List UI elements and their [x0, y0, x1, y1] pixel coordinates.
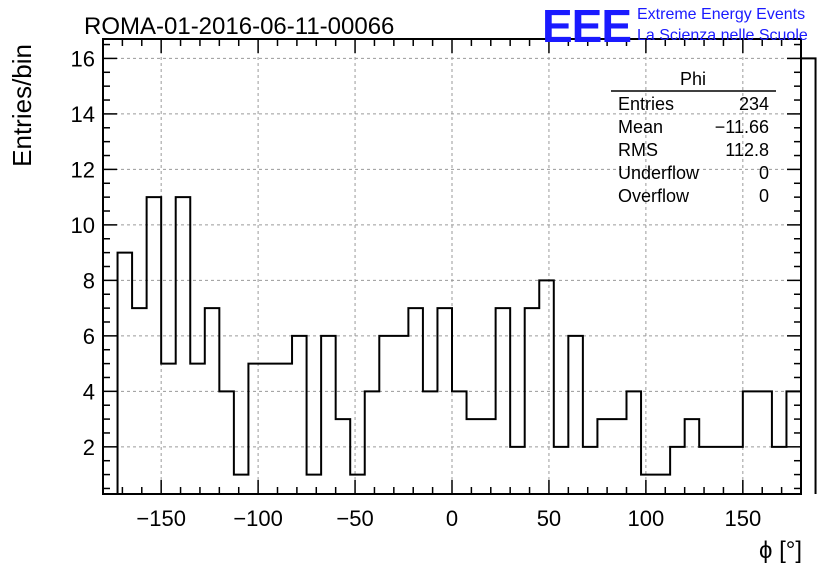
histogram-bin: [307, 475, 322, 494]
chart-title: ROMA-01-2016-06-11-00066: [84, 13, 394, 40]
histogram-bin: [190, 364, 205, 494]
histogram-bin: [757, 391, 772, 494]
eee-logo-mark: EEE: [542, 0, 631, 52]
histogram-bin: [496, 308, 511, 494]
stats-box: Phi Entries 234 Mean −11.66 RMS 112.8 Un…: [611, 69, 776, 206]
x-tick-label: −100: [233, 506, 283, 531]
histogram-bin: [627, 391, 642, 494]
histogram-bin: [699, 447, 714, 494]
histogram-bin: [583, 447, 598, 494]
stats-title: Phi: [680, 69, 706, 89]
histogram-bin: [786, 391, 801, 494]
stats-label-mean: Mean: [618, 117, 663, 137]
histogram-bin: [743, 391, 758, 494]
stats-value-rms: 112.8: [725, 140, 769, 160]
stats-value-mean: −11.66: [715, 117, 769, 137]
y-tick-label: 8: [83, 268, 95, 293]
histogram-bin: [292, 336, 307, 494]
histogram-bin: [670, 447, 685, 494]
histogram-bin: [452, 391, 467, 494]
histogram-bin: [525, 308, 540, 494]
histogram-bin: [612, 419, 627, 494]
histogram-bin: [714, 447, 729, 494]
histogram-bin: [161, 364, 176, 494]
stats-value-entries: 234: [739, 94, 769, 114]
x-axis-label: ϕ [°]: [759, 537, 802, 564]
histogram-bin: [394, 336, 409, 494]
histogram-bin: [568, 336, 583, 494]
stats-label-rms: RMS: [618, 140, 658, 160]
axis-ticks: [102, 39, 802, 494]
eee-logo: EEE Extreme Energy Events La Scienza nel…: [542, 0, 808, 52]
y-tick-label: 12: [71, 157, 95, 182]
histogram-bin: [423, 391, 438, 494]
stats-value-underflow: 0: [759, 163, 769, 183]
x-tick-label: 100: [628, 506, 665, 531]
tick-labels: −150 −100 −50 0 50 100 150 2 4 6 8 10 12 14 16: [71, 46, 762, 531]
x-tick-label: −150: [136, 506, 186, 531]
histogram-bin: [539, 280, 554, 494]
y-tick-label: 10: [71, 213, 95, 238]
histogram-step-line: [116, 57, 817, 494]
histogram-bin: [728, 447, 743, 494]
histogram-bin: [801, 58, 816, 494]
y-tick-label: 14: [71, 102, 95, 127]
histogram-bin: [147, 197, 162, 494]
histogram-bin: [481, 419, 496, 494]
y-tick-label: 4: [83, 379, 95, 404]
histogram-bin: [467, 419, 482, 494]
histogram-bin: [350, 475, 365, 494]
x-tick-label: 150: [724, 506, 761, 531]
y-tick-label: 2: [83, 435, 95, 460]
stats-label-entries: Entries: [618, 94, 674, 114]
histogram-bin: [597, 419, 612, 494]
histogram-bin: [554, 447, 569, 494]
histogram-bin: [336, 419, 351, 494]
stats-label-underflow: Underflow: [618, 163, 700, 183]
stats-label-overflow: Overflow: [618, 186, 690, 206]
histogram-bin: [234, 475, 249, 494]
x-tick-label: 0: [446, 506, 458, 531]
histogram-bin: [219, 391, 234, 494]
histogram-bin: [408, 308, 423, 494]
histogram-bin: [772, 447, 787, 494]
histogram-bin: [641, 475, 656, 494]
histogram-bin: [321, 336, 336, 494]
histogram-bin: [379, 336, 394, 494]
histogram-bins: [118, 58, 816, 494]
histogram-bin: [118, 253, 133, 494]
histogram-bin: [656, 475, 671, 494]
histogram-bin: [205, 308, 220, 494]
histogram-bin: [263, 364, 278, 494]
y-axis-label: Entries/bin: [7, 44, 37, 167]
histogram-bin: [365, 391, 380, 494]
histogram-bin: [685, 419, 700, 494]
eee-logo-line1: Extreme Energy Events: [637, 6, 805, 23]
y-tick-label: 6: [83, 324, 95, 349]
histogram-bin: [437, 308, 452, 494]
histogram-bin: [132, 308, 147, 494]
x-tick-label: 50: [537, 506, 561, 531]
y-tick-label: 16: [71, 46, 95, 71]
x-tick-label: −50: [336, 506, 373, 531]
histogram-bin: [176, 197, 191, 494]
stats-value-overflow: 0: [759, 186, 769, 206]
eee-logo-line2: La Scienza nelle Scuole: [637, 27, 808, 44]
histogram-bin: [248, 364, 263, 494]
histogram-bin: [278, 364, 293, 494]
histogram-bin: [510, 447, 525, 494]
